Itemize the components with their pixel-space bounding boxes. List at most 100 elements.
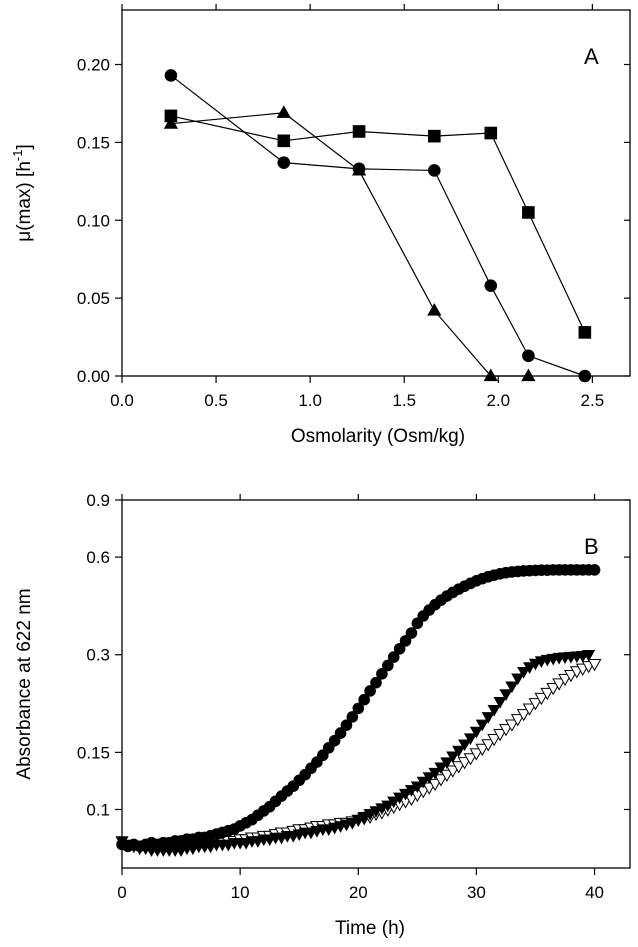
panel-b-triangle-down-open-point (546, 683, 561, 696)
panel-b-triangle-down-filled-point (458, 739, 472, 752)
panel-b-triangle-down-filled-point (428, 767, 442, 780)
panel-b-y-axis-label: Absorbance at 622 nm (14, 588, 35, 779)
panel-a-x-tick-label: 2.0 (486, 391, 510, 410)
panel-a-series-square-line (170, 115, 586, 333)
panel-b-triangle-down-open-point (540, 687, 555, 701)
panel-b-triangle-down-filled-point (582, 650, 596, 662)
panel-a-triangle-up-point (163, 116, 179, 129)
panel-a-triangle-up-point (427, 303, 442, 316)
panel-a-y-tick-label: 0.00 (77, 367, 110, 386)
panel-a-square-point (484, 126, 498, 140)
panel-b-circle-filled-point (352, 702, 365, 715)
panel-b-triangle-down-open-point (457, 757, 472, 770)
panel-b-triangle-down-filled-point (410, 781, 424, 794)
panel-a-y-axis-label-sup: -1 (10, 150, 25, 162)
panel-b-x-tick-label: 20 (349, 883, 368, 902)
panel-b-circle-filled-point (399, 635, 412, 647)
panel-b-circle-filled-point (405, 627, 418, 639)
panel-b-triangle-down-filled-point (393, 792, 407, 805)
panel-b-chart: 0 10 20 30 40 0.1 0.15 0.3 0.6 0.9 B Time (h) Abs… (14, 491, 631, 939)
panel-b-triangle-down-filled-point (517, 666, 531, 679)
panel-a-x-tick-label: 2.5 (581, 391, 605, 410)
panel-b-triangle-down-open-point (552, 678, 567, 691)
panel-b-triangle-down-filled-point (481, 712, 495, 724)
panel-b-circle-filled-point (358, 693, 370, 706)
panel-a-y-axis-label-end: ] (14, 144, 35, 149)
panel-b-circle-filled-point (346, 711, 359, 723)
panel-a-square-point (578, 326, 592, 339)
panel-b-circle-filled-point (376, 668, 388, 680)
panel-a-chart: 0.0 0.5 1.0 1.5 2.0 2.5 0.00 0.05 0.10 0.15 0.20 A… (10, 4, 631, 447)
panel-b-triangle-down-open-point (587, 659, 602, 672)
panel-a-x-tick-label: 1.5 (392, 391, 416, 410)
panel-b-triangle-down-filled-point (416, 776, 430, 789)
panel-b-circle-filled-point (393, 642, 406, 655)
panel-b-triangle-down-filled-point (505, 681, 519, 694)
panel-b-label: B (584, 534, 599, 559)
panel-b-triangle-down-filled-point (452, 745, 466, 758)
panel-b-triangle-down-open-point (487, 734, 502, 747)
panel-b-circle-filled-point (340, 719, 353, 731)
panel-b-plot-frame (121, 499, 631, 869)
panel-b-triangle-down-filled-point (381, 800, 395, 813)
panel-b-circle-filled-point (382, 659, 394, 672)
panel-a-triangle-up-point (276, 105, 291, 118)
panel-b-triangle-down-open-point (475, 743, 490, 757)
panel-b-triangle-down-filled-point (493, 696, 507, 709)
panel-a-y-tick-label: 0.20 (77, 56, 110, 75)
panel-a-triangle-up-point (351, 162, 367, 176)
panel-a-y-tick-label: 0.10 (77, 211, 110, 230)
panel-a-y-axis-label-main: μ(max) [h (14, 161, 35, 242)
panel-a-circle-point (164, 69, 178, 82)
panel-b-triangle-down-filled-point (440, 757, 454, 770)
panel-b-circle-filled-point (334, 727, 347, 739)
panel-b-y-tick-label: 0.1 (86, 800, 110, 819)
panel-b-y-tick-label: 0.3 (86, 646, 110, 665)
panel-b-x-tick-label: 40 (585, 883, 604, 902)
panel-a-circle-point (428, 164, 441, 177)
panel-b-triangle-down-filled-point (499, 689, 513, 701)
panel-a-square-point (277, 134, 291, 148)
panel-b-x-tick-label: 10 (231, 883, 250, 902)
panel-a-circle-point (522, 349, 535, 363)
panel-b-x-tick-label: 30 (467, 883, 486, 902)
panel-b-marks: 0 10 20 30 40 0.1 0.15 0.3 0.6 0.9 (77, 491, 630, 902)
panel-a-square-point (428, 129, 441, 143)
panel-b-circle-filled-point (588, 564, 601, 576)
panel-a-series-circle-line (170, 74, 586, 377)
panel-a-triangle-up-point (521, 368, 536, 382)
panel-a-square-point (522, 206, 535, 219)
panel-b-triangle-down-filled-point (487, 705, 501, 717)
panel-a-square-point (352, 125, 366, 138)
panel-b-triangle-down-filled-point (434, 762, 448, 775)
panel-b-circle-filled-point (387, 651, 400, 663)
panel-b-y-tick-label: 0.15 (77, 743, 110, 762)
panel-b-triangle-down-filled-point (398, 788, 413, 801)
panel-b-triangle-down-filled-point (511, 673, 525, 686)
panel-a-x-axis-label: Osmolarity (Osm/kg) (291, 426, 465, 447)
panel-b-y-tick-label: 0.9 (86, 491, 110, 510)
panel-a-triangle-up-point (483, 368, 498, 382)
panel-b-triangle-down-filled-point (404, 785, 419, 797)
panel-b-triangle-down-filled-point (387, 796, 401, 809)
panel-b-triangle-down-open-point (463, 753, 478, 766)
panel-b-triangle-down-filled-point (469, 726, 483, 739)
panel-b-triangle-down-filled-point (463, 733, 478, 746)
panel-a-x-tick-label: 0.5 (204, 391, 228, 410)
panel-b-triangle-down-open-point (439, 769, 454, 783)
panel-a-circle-point (578, 369, 592, 383)
panel-b-triangle-down-open-point (522, 703, 537, 716)
panel-b-circle-filled-point (364, 685, 376, 697)
panel-b-triangle-down-open-point (516, 709, 531, 722)
panel-b-triangle-down-open-point (493, 729, 507, 742)
panel-a-label: A (584, 44, 599, 69)
panel-b-triangle-down-open-point (510, 714, 525, 727)
panel-a-series-triangle-up-line (170, 112, 529, 377)
panel-b-triangle-down-open-point (434, 774, 448, 787)
panel-a-circle-point (277, 156, 291, 169)
panel-b-circle-filled-point (370, 676, 382, 689)
panel-b-triangle-down-open-point (504, 719, 519, 732)
panel-a-plot-frame (121, 9, 631, 377)
panel-b-x-tick-label: 0 (117, 883, 126, 902)
panel-a-marks: 0.0 0.5 1.0 1.5 2.0 2.5 0.00 0.05 0.10 0.15 0.20 (77, 4, 630, 410)
